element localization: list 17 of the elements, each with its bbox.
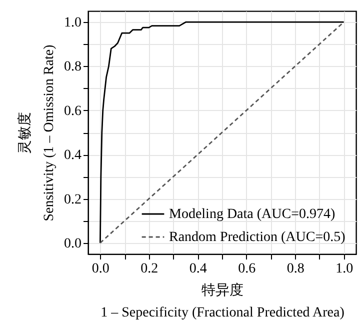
legend-label: Modeling Data (AUC=0.974) [169, 207, 336, 222]
legend-label: Random Prediction (AUC=0.5) [169, 230, 346, 245]
x-tick-label: 0.0 [92, 262, 110, 276]
x-axis-title: 特异度 1 – Sepecificity (Fractional Predicted Area) [100, 282, 345, 320]
y-tick-label: 0.2 [64, 192, 82, 208]
y-axis-title: 灵敏度 Sensitivity (1 – Omission Rate) [17, 44, 57, 222]
y-tick-label: 0.0 [64, 236, 82, 252]
x-tick-label: 1.0 [336, 262, 354, 276]
y-tick-label: 0.8 [64, 60, 82, 75]
line-series [99, 21, 345, 244]
y-tick-label: 0.6 [64, 104, 82, 119]
y-tick-label: 1.0 [64, 16, 82, 31]
x-tick-label: 0.8 [286, 262, 304, 276]
x-tick-label: 0.4 [189, 262, 207, 276]
y-tick-label: 0.4 [64, 148, 82, 164]
x-tick-label: 0.6 [238, 262, 256, 276]
x-tick-label: 0.2 [140, 262, 158, 276]
